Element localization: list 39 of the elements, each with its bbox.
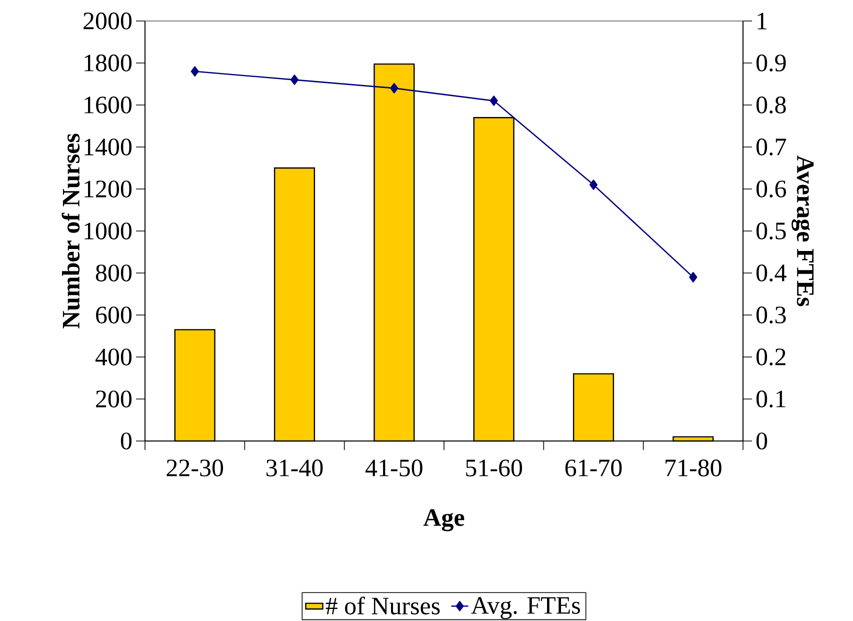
y2-tick-label: 0.3 [756,306,786,324]
point [689,272,698,282]
point [490,96,498,106]
y2-axis-title: Average FTEs [792,155,814,306]
x-tick-label: 51-60 [466,460,522,476]
y-tick-label: 800 [96,264,132,282]
legend-label: Avg. FTEs [471,597,580,620]
y2-tick-label: 0.9 [756,54,786,72]
y2-tick-label: 1 [758,12,767,30]
y-axis-title: Number of Nurses [62,134,80,328]
y-tick-label: 600 [96,306,132,324]
y-tick-label: 0 [120,432,132,450]
y2-tick-label: 0.5 [756,222,786,240]
point [390,83,398,94]
point [190,66,199,77]
y-tick-label: 2000 [84,12,132,30]
y2-tick-label: 0.7 [756,138,786,156]
y2-tick-label: 0.1 [756,390,786,408]
y2-tick-label: 0 [756,432,768,450]
y-tick-label: 1000 [84,222,132,240]
y-tick-label: 1600 [84,96,132,114]
y-tick-label: 1200 [84,180,132,198]
y2-tick-label: 0.2 [756,348,786,366]
x-tick-label: 41-50 [365,460,422,476]
y-tick-label: 1400 [84,138,132,156]
y-tick-label: 400 [95,348,132,366]
point [589,180,598,190]
x-tick-label: 71-80 [666,460,722,476]
y2-tick-label: 0.8 [756,96,786,114]
y-tick-label: 200 [96,390,132,408]
x-axis-title: Age [423,509,464,532]
y2-tick-label: 0.4 [756,264,786,282]
point [290,74,299,85]
x-tick-label: 31-40 [266,460,323,476]
y-tick-label: 1800 [84,54,132,72]
x-tick-label: 61-70 [565,460,622,476]
x-tick-label: 22-30 [166,460,224,476]
legend-label: # of Nurses [326,596,440,614]
y2-tick-label: 0.6 [756,180,786,198]
